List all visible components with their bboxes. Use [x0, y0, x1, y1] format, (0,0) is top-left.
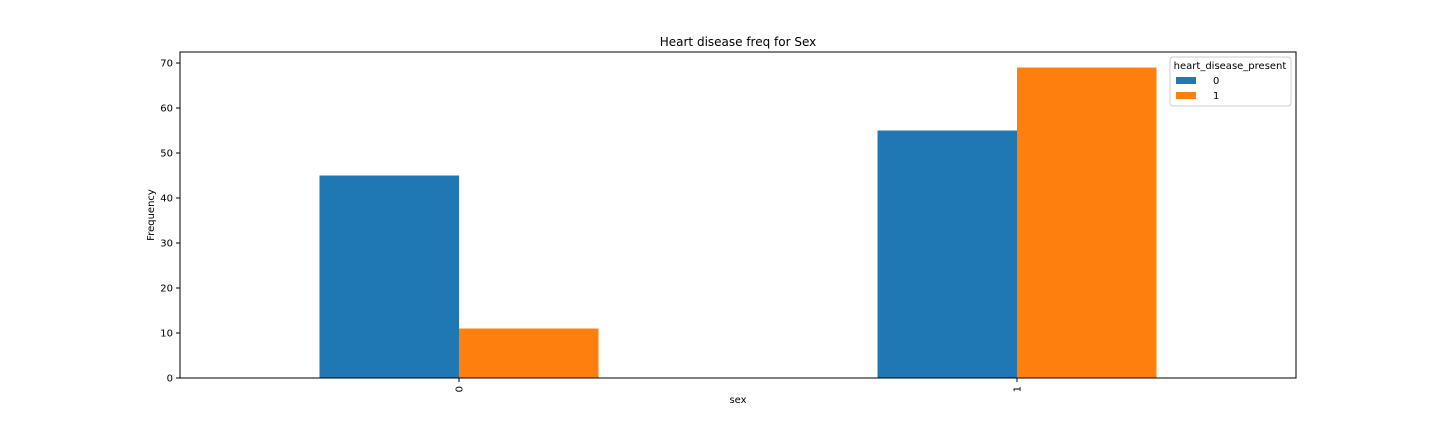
bar-series-0-category-0: [319, 175, 459, 378]
chart-title: Heart disease freq for Sex: [660, 35, 817, 49]
y-tick-label: 20: [160, 284, 173, 295]
legend-title: heart_disease_present: [1174, 61, 1287, 72]
y-tick-label: 60: [160, 104, 173, 115]
x-axis-label: sex: [729, 395, 746, 406]
y-tick-label: 70: [160, 59, 173, 70]
legend: heart_disease_present 01: [1169, 56, 1292, 107]
bar-series-1-category-1: [1017, 67, 1157, 379]
y-tick-label: 10: [160, 329, 173, 340]
legend-label-1: 1: [1213, 91, 1219, 102]
x-tick-label: 0: [455, 386, 466, 392]
plot-frame: [179, 51, 1297, 379]
legend-entries: 01: [1176, 76, 1219, 102]
legend-label-0: 0: [1213, 76, 1219, 87]
y-axis-label: Frequency: [146, 189, 157, 241]
plot-area: 0 10 20 30 40 50 60 70 0 1: [160, 59, 1157, 392]
y-tick-label: 0: [167, 374, 173, 385]
y-tick-label: 30: [160, 239, 173, 250]
y-tick-label: 50: [160, 149, 173, 160]
x-tick-label: 1: [1013, 386, 1024, 392]
bar-series-1-category-0: [459, 328, 599, 378]
legend-swatch-1: [1176, 92, 1196, 99]
y-tick-label: 40: [160, 194, 173, 205]
legend-box: [1169, 56, 1292, 107]
legend-swatch-0: [1176, 77, 1196, 84]
bar-series-0-category-1: [877, 130, 1017, 378]
